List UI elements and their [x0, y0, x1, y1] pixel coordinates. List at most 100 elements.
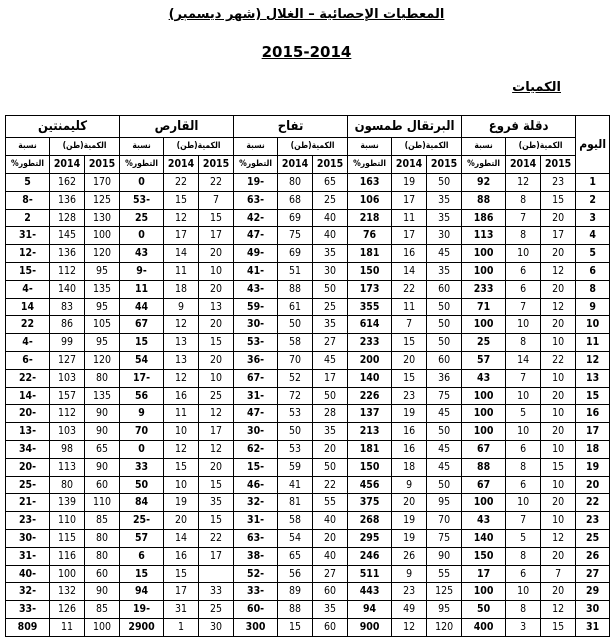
- quantity-cell: 15: [391, 368, 428, 388]
- table-row: 4 17 8 113 30 17 76 40 75 47- 17 17 0 100 145 31-: [4, 226, 611, 246]
- day-cell: 4: [575, 226, 611, 246]
- growth-cell: 32-: [4, 582, 51, 602]
- growth-cell: 20-: [4, 404, 51, 424]
- quantity-cell: 35: [198, 493, 235, 513]
- growth-cell: 30-: [233, 422, 279, 441]
- quantity-cell: 30: [426, 226, 463, 246]
- quantity-cell: 22: [540, 350, 577, 370]
- quantity-cell: 15: [391, 333, 428, 352]
- growth-cell: 17-: [119, 368, 165, 388]
- quantity-cell: 135: [84, 386, 121, 406]
- group-header: تفاح: [233, 115, 349, 138]
- quantity-cell: 69: [277, 244, 314, 263]
- growth-header-bottom: التطور%: [461, 155, 507, 174]
- growth-cell: 54: [119, 350, 165, 370]
- quantity-cell: 20: [540, 208, 577, 228]
- table-row: 26 20 8 150 90 26 246 40 65 38- 17 16 6 80 116 31-: [4, 546, 611, 566]
- growth-cell: 6-: [4, 350, 51, 370]
- growth-cell: 47-: [233, 404, 279, 424]
- growth-header-top: نسبة: [461, 137, 507, 156]
- quantity-cell: 17: [198, 226, 235, 246]
- quantity-cell: 80: [84, 368, 121, 388]
- table-row: 13 10 7 43 36 15 140 17 52 67- 10 12 17- 80 103 22-: [4, 368, 611, 388]
- group-header: كليمنتين: [4, 115, 121, 138]
- quantity-cell: 50: [426, 297, 463, 317]
- quantity-cell: 10: [505, 493, 542, 513]
- table-row: 23 10 7 43 70 19 268 40 58 31- 15 20 25- 85 110 23-: [4, 511, 611, 530]
- growth-cell: 106: [347, 190, 393, 210]
- quantity-cell: 113: [49, 457, 86, 477]
- growth-cell: 186: [461, 208, 507, 228]
- quantity-cell: 8: [505, 333, 542, 352]
- table-row: 29 20 10 100 125 23 443 60 89 33- 33 17 94 90 132 32-: [4, 582, 611, 602]
- quantity-cell: 15: [163, 564, 200, 584]
- quantity-cell: 55: [426, 564, 463, 584]
- quantity-cell: 45: [426, 457, 463, 477]
- day-cell: 17: [575, 422, 611, 441]
- growth-cell: 43: [119, 244, 165, 263]
- day-cell: 19: [575, 457, 611, 477]
- day-cell: 9: [575, 297, 611, 317]
- quantity-cell: 23: [391, 386, 428, 406]
- quantity-cell: 88: [277, 279, 314, 299]
- quantity-cell: 15: [198, 475, 235, 495]
- growth-cell: 100: [461, 493, 507, 513]
- day-cell: 2: [575, 190, 611, 210]
- quantity-cell: 162: [49, 173, 86, 192]
- growth-cell: 355: [347, 297, 393, 317]
- growth-cell: 13-: [4, 422, 51, 441]
- growth-cell: 43: [461, 368, 507, 388]
- table-row: 10 20 10 100 50 7 614 35 50 30- 20 12 67 105 86 22: [4, 315, 611, 335]
- quantity-cell: 95: [84, 333, 121, 352]
- quantity-cell: 60: [312, 582, 349, 602]
- growth-cell: 42-: [233, 208, 279, 228]
- quantity-cell: 8: [505, 457, 542, 477]
- quantity-cell: 22: [391, 279, 428, 299]
- growth-cell: 456: [347, 475, 393, 495]
- quantity-cell: 7: [540, 564, 577, 584]
- growth-cell: 14: [4, 297, 51, 317]
- quantity-cell: 12: [163, 368, 200, 388]
- growth-cell: 25: [461, 333, 507, 352]
- quantity-cell: 49: [391, 600, 428, 619]
- growth-cell: 53-: [233, 333, 279, 352]
- quantity-cell: 80: [49, 475, 86, 495]
- quantity-cell: 125: [426, 582, 463, 602]
- growth-cell: 67: [461, 475, 507, 495]
- group-header: دقلة فروع: [461, 115, 577, 138]
- quantity-cell: 135: [84, 279, 121, 299]
- quantity-cell: 10: [540, 475, 577, 495]
- growth-cell: 62-: [233, 439, 279, 459]
- quantity-cell: 45: [426, 439, 463, 459]
- growth-cell: 33-: [4, 600, 51, 619]
- growth-header-top: نسبة: [119, 137, 165, 156]
- quantity-cell: 60: [312, 617, 349, 637]
- quantity-cell: 25: [312, 190, 349, 210]
- quantity-cell: 50: [426, 475, 463, 495]
- quantity-cell: 35: [426, 261, 463, 281]
- growth-cell: 173: [347, 279, 393, 299]
- growth-cell: 300: [233, 617, 279, 637]
- quantity-cell: 15: [540, 190, 577, 210]
- quantity-cell: 112: [49, 261, 86, 281]
- quantity-cell: 8: [505, 226, 542, 246]
- day-header: اليوم: [575, 115, 611, 174]
- quantity-cell: 20: [540, 582, 577, 602]
- quantity-cell: 23: [391, 582, 428, 602]
- quantity-cell: 51: [277, 261, 314, 281]
- day-cell: 22: [575, 493, 611, 513]
- growth-cell: 15-: [4, 261, 51, 281]
- growth-cell: 100: [461, 404, 507, 424]
- quantity-cell: 36: [426, 368, 463, 388]
- quantity-cell: 33: [198, 582, 235, 602]
- quantity-cell: 12: [163, 208, 200, 228]
- quantity-cell: 132: [49, 582, 86, 602]
- quantity-cell: 69: [277, 208, 314, 228]
- growth-cell: 150: [461, 546, 507, 566]
- growth-cell: 44: [119, 297, 165, 317]
- growth-cell: 163: [347, 173, 393, 192]
- quantity-cell: 58: [277, 333, 314, 352]
- quantity-cell: 90: [84, 404, 121, 424]
- quantity-cell: 27: [312, 564, 349, 584]
- quantity-cell: 12: [163, 315, 200, 335]
